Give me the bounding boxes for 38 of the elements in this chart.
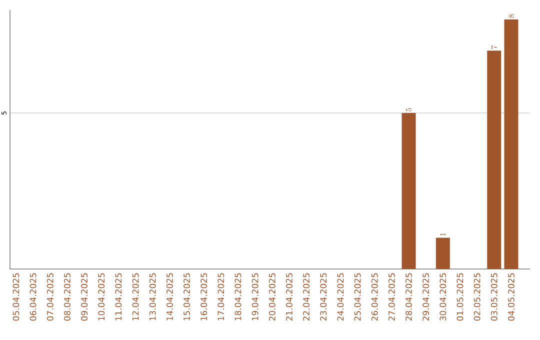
x-tick-label: 13.04.2025 (149, 273, 156, 320)
x-tick-label: 21.04.2025 (286, 273, 292, 321)
x-tick-label: 03.05.2025 (490, 273, 498, 321)
x-tick-label: 23.04.2025 (320, 273, 327, 321)
x-tick-label: 02.05.2025 (474, 273, 480, 321)
x-tick-label: 28.04.2025 (406, 273, 412, 321)
x-tick-label: 22.04.2025 (303, 273, 310, 321)
x-tick-label: 09.04.2025 (81, 273, 88, 321)
x-tick-label: 07.04.2025 (46, 273, 54, 321)
x-tick-label: 25.04.2025 (354, 273, 361, 321)
x-tick-label: 17.04.2025 (218, 273, 224, 320)
bar (436, 238, 450, 269)
bar (504, 19, 518, 269)
data-label: 1 (440, 233, 446, 236)
data-label: 8 (508, 14, 514, 18)
x-tick-label: 05.04.2025 (12, 273, 20, 321)
x-tick-label: 30.04.2025 (440, 273, 446, 321)
x-tick-label: 18.04.2025 (234, 273, 242, 320)
x-tick-label: 06.04.2025 (30, 273, 36, 321)
x-tick-label: 14.04.2025 (166, 273, 173, 320)
x-tick-label: 01.05.2025 (456, 273, 464, 321)
x-tick-label: 16.04.2025 (200, 273, 208, 320)
data-label: 7 (491, 45, 497, 49)
x-tick-label: 20.04.2025 (268, 273, 276, 321)
x-tick-label: 26.04.2025 (371, 273, 378, 321)
x-tick-label: 10.04.2025 (98, 273, 105, 320)
x-tick-label: 08.04.2025 (64, 273, 70, 321)
x-tick-label: 11.04.2025 (115, 273, 122, 320)
bar (487, 50, 502, 269)
x-tick-label: 29.04.2025 (422, 273, 430, 321)
data-label: 5 (406, 108, 412, 112)
x-tick-label: 15.04.2025 (184, 273, 190, 320)
x-tick-label: 27.04.2025 (388, 273, 395, 321)
x-tick-label: 24.04.2025 (337, 273, 344, 321)
x-tick-label: 19.04.2025 (252, 273, 258, 320)
x-tick-label: 12.04.2025 (132, 273, 139, 320)
bar (402, 112, 416, 269)
x-tick-label: 04.05.2025 (508, 273, 514, 321)
